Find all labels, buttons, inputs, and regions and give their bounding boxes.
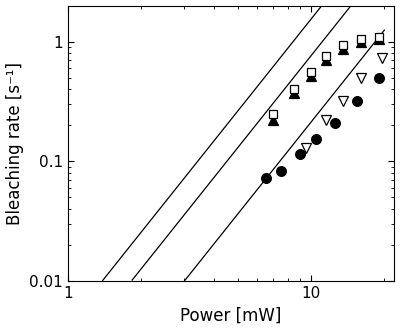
Y-axis label: Bleaching rate [s⁻¹]: Bleaching rate [s⁻¹] <box>6 62 24 225</box>
X-axis label: Power [mW]: Power [mW] <box>180 307 282 324</box>
